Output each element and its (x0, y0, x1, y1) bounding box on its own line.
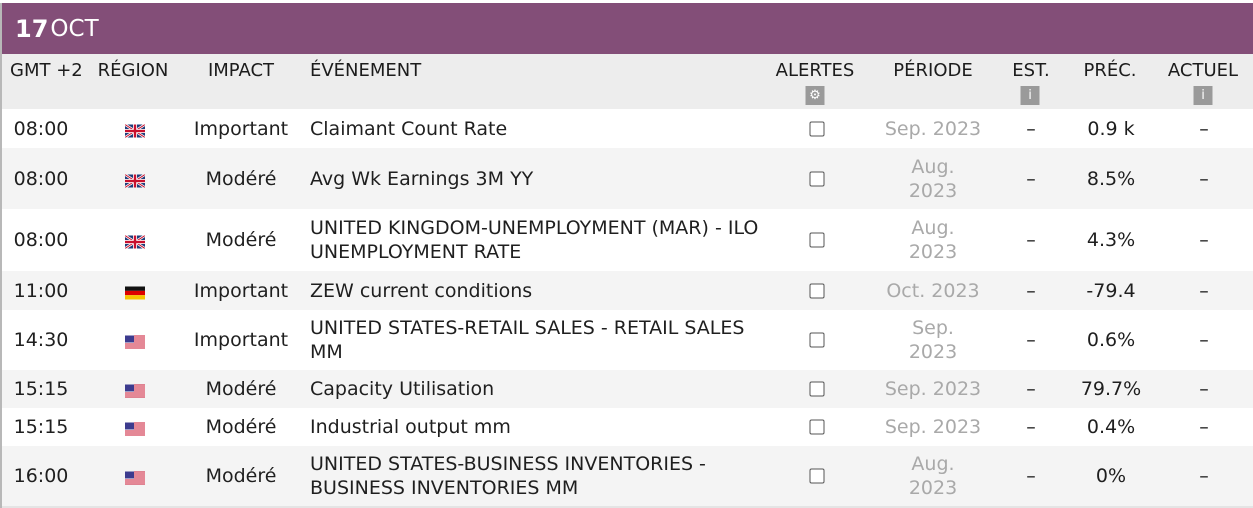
event-actual: – (1199, 416, 1209, 438)
date-header: 17 OCT (2, 3, 1253, 54)
event-name[interactable]: Avg Wk Earnings 3M YY (310, 167, 534, 190)
event-row[interactable]: 15:15 Modéré Capacity Utilisation Sep. 2023… (2, 370, 1253, 408)
event-period: Aug. 2023 (908, 155, 958, 202)
event-previous: 8.5% (1086, 167, 1136, 190)
event-period: Aug. 2023 (908, 217, 958, 263)
event-name[interactable]: Claimant Count Rate (310, 117, 508, 140)
event-estimate: – (1026, 329, 1036, 351)
united-kingdom-flag (124, 122, 146, 139)
event-impact: Modéré (205, 465, 277, 487)
column-actual[interactable]: ACTUEL (1167, 60, 1239, 81)
event-period: Sep. 2023 (884, 117, 982, 140)
united-kingdom-flag (124, 234, 146, 250)
event-period: Oct. 2023 (886, 279, 980, 302)
event-previous: 0% (1095, 465, 1127, 487)
event-actual: – (1199, 378, 1209, 400)
united-states-flag (125, 421, 145, 436)
event-name[interactable]: UNITED STATES-RETAIL SALES - RETAIL SALE… (310, 317, 745, 363)
alert-checkbox[interactable] (809, 419, 825, 435)
germany-flag (125, 284, 145, 299)
event-time: 14:30 (13, 329, 69, 351)
event-period: Aug. 2023 (908, 453, 958, 499)
event-period: Sep. 2023 (884, 378, 982, 400)
column-region[interactable]: RÉGION (97, 60, 169, 81)
event-impact: Important (193, 279, 289, 302)
event-time: 15:15 (13, 378, 69, 400)
event-previous: 4.3% (1086, 229, 1136, 251)
event-impact: Modéré (205, 229, 277, 251)
alert-checkbox[interactable] (809, 121, 825, 136)
event-previous: 0.9 k (1087, 117, 1135, 140)
event-estimate: – (1026, 229, 1036, 251)
united-states-flag (125, 334, 145, 349)
event-time: 15:15 (13, 416, 69, 438)
event-row[interactable]: 08:00 Modéré UNITED KINGDOM-UNEMPLOYMENT (… (2, 209, 1253, 271)
event-previous: 0.6% (1086, 329, 1136, 351)
event-name[interactable]: Capacity Utilisation (310, 378, 495, 400)
event-time: 11:00 (13, 279, 69, 302)
event-name[interactable]: UNITED KINGDOM-UNEMPLOYMENT (MAR) - ILO … (310, 217, 759, 263)
event-row[interactable]: 15:15 Modéré Industrial output mm Sep. 2023… (2, 408, 1253, 446)
event-time: 08:00 (13, 229, 69, 251)
event-estimate: – (1026, 416, 1036, 438)
left-edge (0, 3, 2, 508)
alert-checkbox[interactable] (809, 171, 825, 186)
event-row[interactable]: 08:00 Important Claimant Count Rate Sep. 20… (2, 109, 1253, 148)
event-time: 08:00 (13, 117, 69, 140)
event-actual: – (1199, 167, 1209, 190)
info-icon[interactable]: i (1193, 86, 1213, 105)
event-previous: -79.4 (1086, 279, 1136, 302)
event-row[interactable]: 08:00 Modéré Avg Wk Earnings 3M YY Aug. 202… (2, 148, 1253, 209)
event-impact: Important (193, 329, 289, 351)
alert-checkbox[interactable] (809, 283, 825, 298)
gear-icon[interactable]: ⚙ (805, 86, 825, 105)
column-impact[interactable]: IMPACT (207, 60, 275, 81)
event-row[interactable]: 14:30 Important UNITED STATES-RETAIL SALES… (2, 310, 1253, 370)
table-bottom-border (2, 506, 1253, 508)
event-estimate: – (1026, 117, 1036, 140)
united-kingdom-flag (124, 172, 146, 189)
event-impact: Modéré (205, 378, 277, 400)
date-month: OCT (50, 15, 99, 42)
column-header-row: GMT +2 RÉGION IMPACT ÉVÉNEMENT ALERTES ⚙… (2, 54, 1253, 109)
event-name[interactable]: Industrial output mm (310, 416, 511, 438)
column-prev[interactable]: PRÉC. (1083, 60, 1137, 81)
event-time: 08:00 (13, 167, 69, 190)
event-previous: 79.7% (1080, 378, 1142, 400)
date-day: 17 (15, 14, 49, 43)
alert-checkbox[interactable] (809, 332, 825, 348)
event-actual: – (1199, 279, 1209, 302)
event-name[interactable]: UNITED STATES-BUSINESS INVENTORIES - BUS… (310, 453, 706, 499)
event-estimate: – (1026, 378, 1036, 400)
event-actual: – (1199, 117, 1209, 140)
column-time[interactable]: GMT +2 (10, 60, 83, 81)
united-states-flag (125, 383, 145, 398)
alert-checkbox[interactable] (809, 468, 825, 484)
column-period[interactable]: PÉRIODE (893, 60, 973, 81)
event-previous: 0.4% (1086, 416, 1136, 438)
event-estimate: – (1026, 279, 1036, 302)
event-impact: Modéré (205, 416, 277, 438)
united-states-flag (125, 470, 145, 485)
event-actual: – (1199, 229, 1209, 251)
column-est[interactable]: EST. (1012, 60, 1050, 81)
event-row[interactable]: 11:00 Important ZEW current conditions Oct.… (2, 271, 1253, 310)
event-row[interactable]: 16:00 Modéré UNITED STATES-BUSINESS INVENT… (2, 446, 1253, 506)
alert-checkbox[interactable] (809, 381, 825, 397)
event-period: Sep. 2023 (884, 416, 982, 438)
event-period: Sep. 2023 (908, 317, 958, 363)
alert-checkbox[interactable] (809, 232, 825, 248)
info-icon[interactable]: i (1020, 86, 1040, 105)
event-time: 16:00 (13, 465, 69, 487)
top-border (0, 0, 1253, 3)
column-alerts[interactable]: ALERTES (775, 60, 855, 81)
event-impact: Important (193, 117, 289, 140)
event-estimate: – (1026, 465, 1036, 487)
event-actual: – (1199, 465, 1209, 487)
event-name[interactable]: ZEW current conditions (310, 279, 533, 302)
event-impact: Modéré (205, 167, 277, 190)
event-actual: – (1199, 329, 1209, 351)
event-estimate: – (1026, 167, 1036, 190)
column-event[interactable]: ÉVÉNEMENT (310, 60, 422, 81)
